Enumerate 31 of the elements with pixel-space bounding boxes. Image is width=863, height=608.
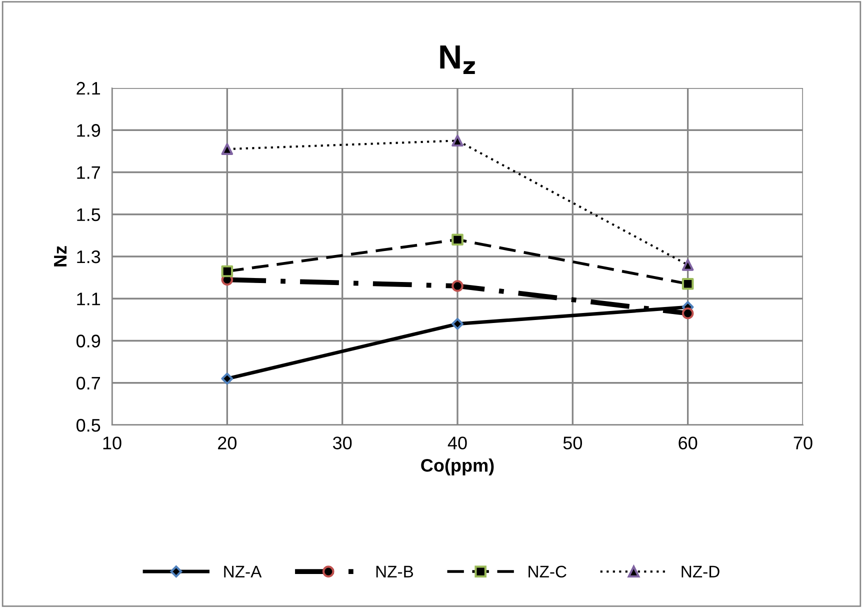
y-axis-title: Nz — [54, 246, 66, 266]
y-tick-label: 1.3 — [77, 250, 100, 264]
x-tick-label: 50 — [563, 436, 582, 450]
legend-label: NZ-D — [682, 566, 720, 578]
point — [221, 372, 234, 385]
point — [682, 278, 694, 290]
chart-title: N$_{z}$ — [440, 46, 475, 74]
legend-label: NZ-A — [224, 566, 262, 578]
y-tick-label: 1.1 — [77, 292, 100, 306]
legend-label: NZ-B — [376, 566, 414, 578]
point — [452, 134, 464, 147]
point — [221, 265, 234, 278]
x-tick-label: 60 — [678, 436, 698, 450]
x-tick-label: 70 — [794, 436, 812, 450]
x-tick-label: 30 — [332, 436, 352, 450]
point — [221, 143, 234, 155]
x-tick-label: 10 — [103, 436, 122, 450]
point — [452, 318, 464, 330]
y-tick-label: 2.1 — [76, 82, 100, 95]
y-tick-label: 0.7 — [76, 376, 100, 390]
legend-label: NZ-C — [528, 566, 566, 578]
point — [682, 259, 694, 271]
y-tick-label: 0.9 — [76, 334, 100, 348]
x-tick-label: 40 — [448, 436, 467, 450]
y-tick-label: 1.9 — [77, 124, 100, 137]
y-tick-label: 0.5 — [76, 418, 100, 432]
x-tick-label: 20 — [218, 436, 237, 450]
point — [452, 234, 464, 246]
y-tick-label: 1.5 — [77, 208, 100, 222]
y-tick-label: 1.7 — [77, 166, 100, 179]
x-axis-title: Co(ppm) — [421, 458, 494, 476]
